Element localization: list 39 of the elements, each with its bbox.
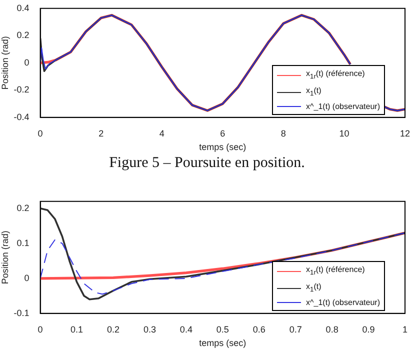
- x-tick-label: 4: [159, 128, 164, 138]
- y-tick-label: -0.1: [14, 308, 30, 318]
- x-tick-label: 0.6: [252, 324, 266, 334]
- x-tick-label: 6: [220, 128, 226, 138]
- x-tick-label: 1: [402, 324, 408, 334]
- x-tick-label: 0: [38, 324, 43, 334]
- x-tick-label: 0.7: [289, 324, 302, 334]
- x-tick-label: 0.3: [143, 324, 156, 334]
- y-axis-title: Position (rad): [0, 36, 10, 90]
- y-tick-label: 0.2: [16, 202, 30, 213]
- x-tick-label: 0.1: [70, 324, 84, 334]
- legend-label: x^_1(t) (observateur): [306, 297, 380, 310]
- x-tick-label: 12: [400, 128, 410, 138]
- caption: Figure 5 – Poursuite en position.: [108, 154, 306, 173]
- x-tick-label: 2: [98, 128, 104, 138]
- legend-label: x$_{1r}$(t) (référence): [306, 68, 365, 83]
- x-tick-label: 0.4: [180, 324, 192, 334]
- legend-label: x$_{1}$(t): [306, 280, 322, 296]
- x-tick-label: 0.2: [106, 324, 120, 334]
- x-tick-label: 0: [38, 128, 43, 138]
- x-tick-label: 8: [280, 128, 286, 138]
- x-tick-label: 0.9: [362, 324, 375, 334]
- y-tick-label: -0.4: [14, 112, 30, 122]
- legend-label: x$_{1r}$(t) (référence): [306, 264, 365, 279]
- y-tick-label: 0: [24, 272, 30, 283]
- y-axis-title: Position (rad): [0, 230, 10, 284]
- y-tick-label: 0.4: [16, 2, 30, 13]
- legend-label: x^_1(t) (observateur): [306, 101, 380, 114]
- x-tick-label: 0.5: [216, 324, 229, 334]
- y-tick-label: 0: [24, 57, 30, 68]
- line-series: [40, 232, 405, 295]
- y-tick-label: 0.2: [16, 30, 30, 40]
- x-axis-title: temps (sec): [199, 338, 246, 348]
- y-tick-label: 0.1: [16, 238, 30, 248]
- y-tick-label: -0.2: [14, 84, 30, 95]
- legend-label: x$_{1}$(t): [306, 84, 322, 100]
- x-tick-label: 0.8: [326, 324, 338, 334]
- x-tick-label: 10: [339, 128, 350, 138]
- x-axis-title: temps (sec): [199, 142, 246, 152]
